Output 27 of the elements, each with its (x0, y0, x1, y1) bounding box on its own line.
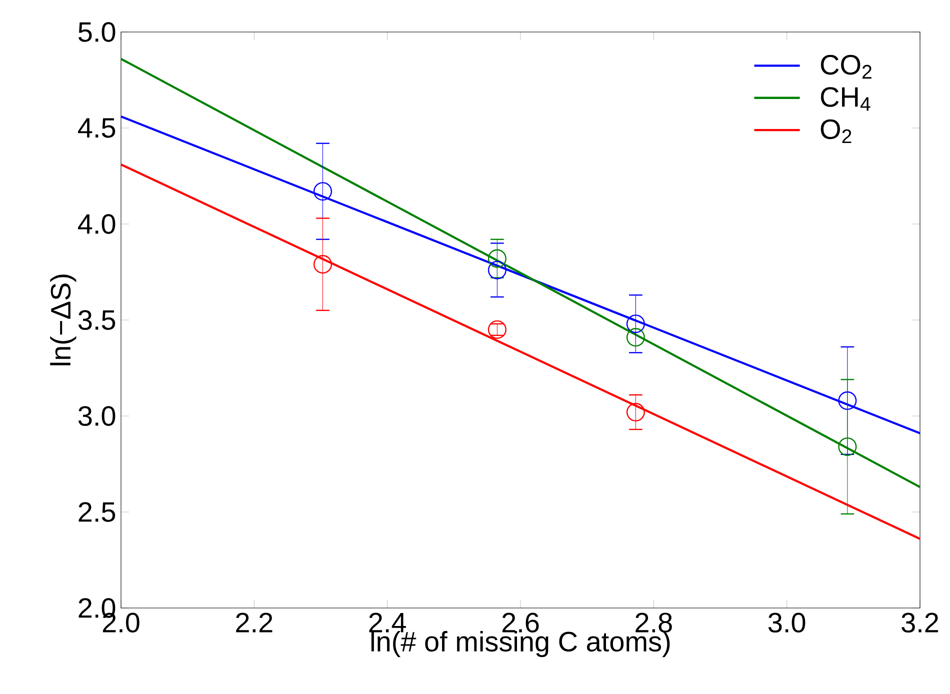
point (626, 328, 645, 347)
point (313, 255, 332, 274)
legend-label: O$_{2}$ (820, 119, 852, 144)
x-tick-label: 2.4 (369, 612, 406, 632)
point (626, 402, 645, 422)
x-tick-label: 2.2 (236, 612, 272, 632)
point (838, 391, 857, 410)
y-tick-label: 4.0 (78, 214, 116, 234)
legend-label: CO$_{2}$ (820, 54, 872, 79)
y-tick-label: 3.0 (78, 406, 116, 426)
x-tick-label: 3.2 (902, 612, 938, 633)
point (313, 182, 332, 201)
y-axis-title: ln(−ΔS) (50, 274, 76, 366)
y-tick-label: 3.5 (78, 310, 116, 330)
x-tick-label: 3.0 (768, 612, 806, 633)
y-tick-label: 2.5 (78, 502, 116, 522)
x-axis-title: ln(# of missing C atoms) (371, 631, 670, 658)
x-tick-label: 2.6 (502, 612, 539, 633)
legend-label: CH$_{4}$ (820, 87, 870, 111)
point (488, 260, 506, 280)
x-tick-label: 2.8 (636, 612, 672, 633)
point (626, 314, 645, 334)
y-tick-label: 5.0 (78, 22, 116, 42)
point (488, 249, 506, 268)
point (838, 437, 857, 456)
point (488, 320, 506, 339)
y-tick-label: 4.5 (78, 118, 116, 138)
